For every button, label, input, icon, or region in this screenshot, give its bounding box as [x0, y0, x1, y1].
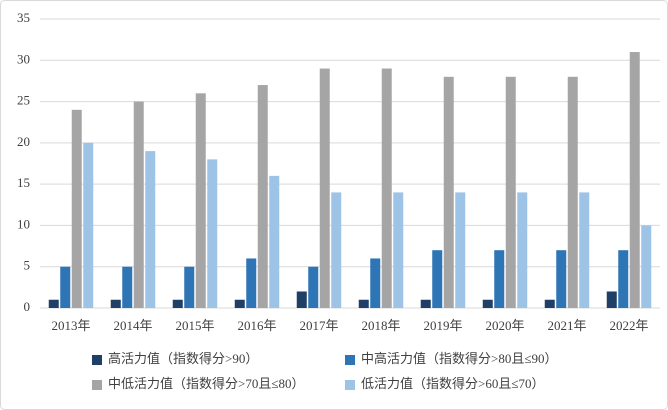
bar [482, 299, 493, 308]
bar [494, 250, 505, 308]
bar [393, 192, 404, 308]
bar [517, 192, 528, 308]
bar [184, 266, 195, 308]
bar [567, 76, 578, 308]
bar [207, 159, 218, 308]
y-tick-label: 5 [24, 258, 31, 273]
legend-label: 中高活力值（指数得分>80且≤90） [361, 351, 557, 366]
bar [556, 250, 567, 308]
bar [641, 225, 652, 308]
bar [83, 142, 94, 308]
legend-swatch [92, 380, 102, 390]
legend-label: 中低活力值（指数得分>70且≤80） [108, 376, 304, 391]
bar [195, 93, 206, 308]
x-tick-label: 2016年 [237, 318, 276, 333]
bar [331, 192, 342, 308]
x-tick-label: 2021年 [547, 318, 586, 333]
x-tick-label: 2015年 [175, 318, 214, 333]
y-tick-label: 15 [17, 175, 30, 190]
x-tick-label: 2017年 [299, 318, 338, 333]
bar [629, 52, 640, 309]
y-tick-label: 10 [17, 216, 30, 231]
bar [296, 291, 307, 308]
bar [110, 299, 121, 308]
x-tick-label: 2020年 [485, 318, 524, 333]
bar [122, 266, 133, 308]
bar [145, 151, 156, 308]
x-tick-label: 2014年 [113, 318, 152, 333]
bar [48, 299, 59, 308]
bar [234, 299, 245, 308]
bar [246, 258, 257, 308]
bar [71, 109, 82, 308]
bar [308, 266, 319, 308]
legend-swatch [345, 355, 355, 365]
bar [319, 68, 330, 309]
bar [455, 192, 466, 308]
bar [420, 299, 431, 308]
y-tick-label: 35 [17, 10, 30, 25]
y-tick-label: 30 [17, 51, 30, 66]
bar [269, 175, 280, 308]
bar [618, 250, 629, 308]
bar [432, 250, 443, 308]
legend-swatch [345, 380, 355, 390]
bar [606, 291, 617, 308]
bar [544, 299, 555, 308]
y-tick-label: 20 [17, 134, 30, 149]
bar [257, 85, 268, 308]
legend-label: 低活力值（指数得分>60且≤70） [361, 376, 544, 391]
x-tick-label: 2022年 [609, 318, 648, 333]
x-tick-label: 2018年 [361, 318, 400, 333]
y-tick-label: 0 [24, 299, 31, 314]
y-tick-label: 25 [17, 93, 30, 108]
bar [381, 68, 392, 309]
x-tick-label: 2013年 [51, 318, 90, 333]
bar [172, 299, 183, 308]
legend-swatch [92, 355, 102, 365]
bar [370, 258, 381, 308]
legend-label: 高活力值（指数得分>90） [108, 351, 258, 366]
bar [133, 101, 144, 308]
bar [358, 299, 369, 308]
bar [443, 76, 454, 308]
bar [579, 192, 590, 308]
bar [505, 76, 516, 308]
x-tick-label: 2019年 [423, 318, 462, 333]
bar [60, 266, 71, 308]
